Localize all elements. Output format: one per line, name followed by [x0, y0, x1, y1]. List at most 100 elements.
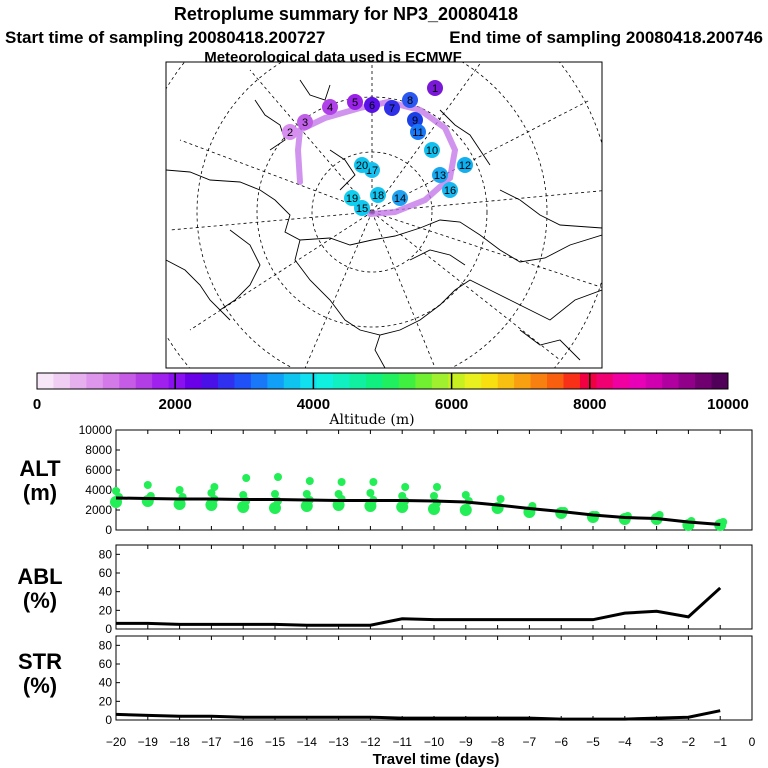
abl-panel-title: ABL	[17, 564, 62, 589]
alt-cluster-point	[461, 491, 470, 499]
alt-cluster-point	[334, 490, 343, 498]
abl-panel-frame	[115, 544, 753, 630]
colorbar-tick-label: 10000	[707, 396, 749, 413]
colorbar-cell	[398, 373, 416, 389]
str-panel-frame	[115, 635, 753, 721]
alt-cluster-point	[496, 495, 505, 503]
colorbar-cell	[69, 373, 87, 389]
y-tick-label: 6000	[85, 463, 112, 477]
colorbar-cell	[612, 373, 630, 389]
alt-mean-line	[115, 496, 721, 526]
colorbar-cell	[431, 373, 449, 389]
plume-marker	[354, 200, 370, 216]
x-tick-label: −5	[586, 735, 600, 749]
x-tick-label: −7	[523, 735, 537, 749]
alt-panel-unit: (m)	[23, 480, 57, 505]
colorbar-cell	[300, 373, 318, 389]
plume-marker-day: 3	[302, 117, 308, 129]
colorbar-cell	[53, 373, 71, 389]
plume-marker	[354, 157, 370, 173]
plume-marker-day: 18	[372, 190, 384, 202]
plume-marker-day: 4	[327, 102, 333, 114]
y-tick-label: 40	[99, 676, 113, 690]
colorbar-cell	[37, 373, 54, 389]
x-tick-label: −9	[459, 735, 473, 749]
x-tick-label: −2	[682, 735, 696, 749]
figure-title: Retroplume summary for NP3_20080418	[174, 4, 518, 24]
colorbar-cell	[514, 373, 532, 389]
y-tick-label: 20	[99, 603, 113, 617]
colorbar-cell	[563, 373, 581, 389]
map-coastlines	[166, 79, 602, 368]
start-time-label: Start time of sampling 20080418.200727	[5, 28, 325, 47]
plume-marker-day: 11	[412, 127, 423, 139]
map-graticule	[166, 62, 602, 368]
plume-marker	[427, 80, 443, 96]
plume-marker	[344, 190, 360, 206]
abl-series-line	[116, 586, 722, 627]
y-tick-label: 60	[99, 566, 113, 580]
plume-marker-day: 6	[369, 100, 375, 112]
colorbar-cell	[629, 373, 647, 389]
alt-cluster-point	[210, 483, 219, 491]
alt-cluster-point	[207, 489, 216, 497]
plume-marker	[402, 92, 418, 108]
colorbar-cell	[267, 373, 285, 389]
plume-marker	[347, 94, 363, 110]
colorbar-cell	[547, 373, 564, 389]
x-tick-label: −17	[201, 735, 222, 749]
x-tick-label: −15	[265, 735, 286, 749]
y-tick-label: 2000	[85, 503, 112, 517]
plume-marker	[384, 100, 400, 116]
plume-centerline	[294, 98, 459, 217]
colorbar-cell	[234, 373, 252, 389]
str-series-line	[115, 709, 721, 721]
alt-cluster-point	[369, 478, 378, 486]
alt-cluster-point	[655, 511, 664, 519]
plume-marker-day: 19	[346, 193, 358, 205]
colorbar-cell	[481, 373, 499, 389]
str-panel-title: STR	[18, 649, 62, 674]
plume-marker	[432, 167, 448, 183]
y-tick-label: 60	[99, 657, 113, 671]
str-panel-unit: (%)	[23, 673, 57, 698]
plume-marker-day: 16	[444, 185, 456, 197]
alt-cluster-point	[242, 474, 251, 482]
colorbar-tick-label: 8000	[573, 396, 606, 413]
colorbar-cell	[415, 373, 433, 389]
alt-cluster-point	[143, 481, 152, 489]
plume-marker-day: 7	[389, 103, 395, 115]
x-tick-label: −1	[713, 735, 727, 749]
end-time-label: End time of sampling 20080418.200746	[449, 28, 763, 47]
y-tick-label: 20	[99, 694, 113, 708]
x-tick-label: −11	[392, 735, 412, 749]
alt-cluster-point	[271, 490, 279, 498]
y-tick-label: 0	[105, 523, 112, 537]
y-tick-label: 40	[99, 585, 113, 599]
colorbar-cell	[349, 373, 367, 389]
y-tick-label: 0	[105, 622, 112, 636]
colorbar-cell	[201, 373, 219, 389]
plume-marker-day: 5	[352, 97, 358, 109]
colorbar-cell	[579, 373, 597, 389]
time-series-panels: ALT (m) ABL (%) STR (%) Travel time (day…	[17, 423, 755, 768]
abl-panel-unit: (%)	[23, 588, 57, 613]
colorbar-cell	[645, 373, 663, 389]
colorbar-cell	[250, 373, 268, 389]
plume-marker-day: 8	[407, 95, 413, 107]
x-tick-label: −10	[424, 735, 445, 749]
colorbar-cell	[695, 373, 713, 389]
plume-marker-day: 1	[432, 83, 438, 95]
colorbar-cell	[217, 373, 235, 389]
plume-marker	[457, 157, 473, 173]
colorbar-cell	[448, 373, 466, 389]
x-tick-label: −3	[650, 735, 664, 749]
colorbar-cell	[333, 373, 351, 389]
colorbar-cell	[102, 373, 120, 389]
y-tick-label: 80	[99, 547, 113, 561]
colorbar-cell	[662, 373, 680, 389]
alt-cluster-point	[337, 478, 346, 486]
colorbar-cell	[185, 373, 203, 389]
alt-cluster-point	[433, 483, 441, 491]
